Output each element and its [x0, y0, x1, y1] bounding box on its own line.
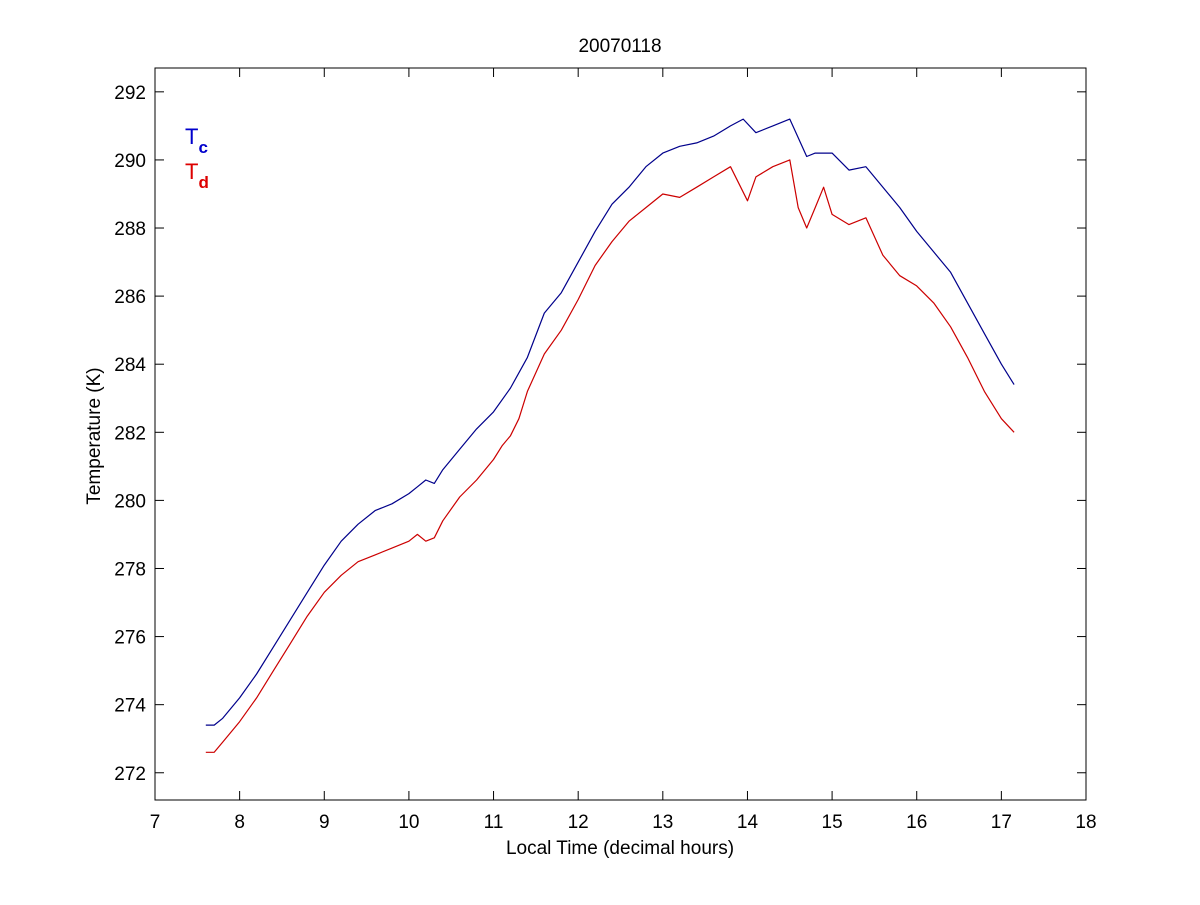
- x-tick-label: 16: [906, 812, 927, 833]
- chart-title: 20070118: [578, 36, 661, 57]
- y-tick-label: 276: [114, 628, 146, 649]
- y-axis-ticks: 272 274 276 278 280 282 284 286 288 290 292: [114, 83, 1086, 785]
- y-tick-label: 288: [114, 219, 146, 240]
- x-tick-label: 17: [991, 812, 1012, 833]
- series-layer: [205, 118, 1015, 753]
- y-tick-label: 282: [114, 423, 146, 444]
- legend-entry-d: Td: [185, 159, 209, 192]
- x-tick-label: 10: [398, 812, 419, 833]
- y-tick-label: 290: [114, 151, 146, 172]
- legend-subscript: c: [198, 138, 207, 157]
- legend-symbol: T: [185, 124, 198, 149]
- x-axis-ticks: 7 8 9 10 11 12 13 14 15 16 17 18: [150, 68, 1097, 833]
- y-axis-label: Temperature (K): [84, 367, 105, 504]
- y-tick-label: 280: [114, 491, 146, 512]
- x-tick-label: 12: [568, 812, 589, 833]
- legend-symbol: T: [185, 159, 198, 184]
- x-tick-label: 11: [484, 812, 504, 833]
- x-tick-label: 7: [150, 812, 161, 833]
- legend-subscript: d: [198, 173, 208, 192]
- y-tick-label: 286: [114, 287, 146, 308]
- series-line-td: [205, 159, 1015, 753]
- y-tick-label: 278: [114, 559, 146, 580]
- y-tick-label: 272: [114, 764, 146, 785]
- x-axis-label: Local Time (decimal hours): [506, 838, 734, 859]
- y-tick-label: 274: [114, 696, 146, 717]
- x-tick-label: 13: [652, 812, 673, 833]
- y-tick-label: 284: [114, 355, 146, 376]
- x-tick-label: 9: [319, 812, 330, 833]
- y-tick-label: 292: [114, 83, 146, 104]
- x-tick-label: 15: [822, 812, 843, 833]
- plot-area: [154, 67, 1087, 801]
- x-tick-label: 14: [737, 812, 759, 833]
- axes-box: [154, 67, 1087, 801]
- x-tick-label: 8: [234, 812, 245, 833]
- x-tick-label: 18: [1075, 812, 1096, 833]
- legend-entry-c: Tc: [185, 124, 208, 157]
- series-line-tc: [205, 118, 1015, 726]
